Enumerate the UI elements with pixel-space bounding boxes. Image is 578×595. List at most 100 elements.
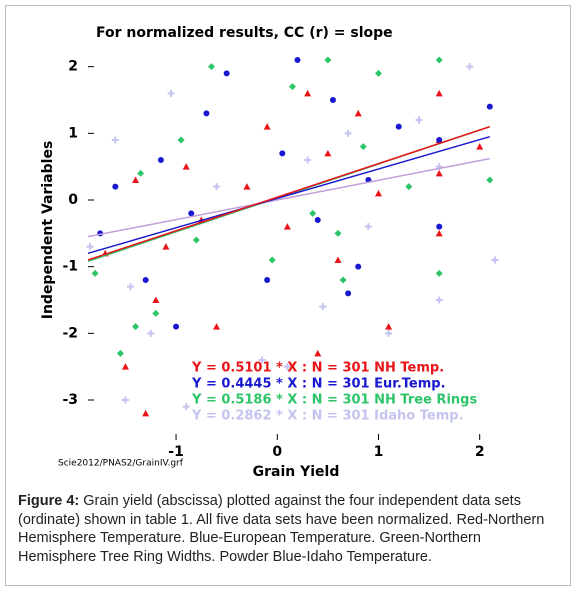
point (203, 110, 210, 117)
point (344, 129, 352, 137)
y-tick-label: 0 (68, 192, 78, 208)
point (86, 243, 94, 251)
caption: Figure 4: Grain yield (abscissa) plotted… (18, 492, 558, 566)
point (374, 189, 382, 197)
annotation: Y = 0.5186 * X : N = 301 NH Tree Rings (191, 393, 477, 408)
point (137, 169, 145, 177)
figure-frame (5, 5, 571, 586)
point (395, 123, 402, 130)
point (157, 157, 164, 163)
point (283, 223, 291, 230)
point (334, 256, 342, 263)
point (319, 303, 327, 311)
y-tick-label: -2 (62, 325, 78, 341)
x-tick-label: 1 (374, 444, 384, 460)
point (435, 229, 443, 237)
point (243, 183, 251, 190)
point (177, 136, 185, 144)
point (435, 89, 443, 97)
annotation: Y = 0.4445 * X : N = 301 Eur.Temp. (191, 377, 446, 392)
point (188, 210, 195, 217)
point (374, 69, 382, 77)
point (486, 103, 493, 110)
chart-title: For normalized results, CC (r) = slope (96, 25, 393, 41)
point (283, 363, 291, 371)
point (476, 143, 484, 150)
source-note: Scie2012/PNAS2/GrainIV.grf (58, 459, 184, 469)
point (173, 323, 180, 330)
point (466, 63, 474, 71)
fit-line (87, 135, 491, 255)
point (304, 89, 312, 97)
caption-text: Grain yield (abscissa) plotted against t… (18, 493, 545, 565)
point (152, 296, 160, 303)
point (334, 229, 342, 237)
point (121, 363, 129, 370)
point (142, 409, 150, 417)
point (142, 277, 149, 283)
point (111, 136, 119, 144)
point (339, 276, 347, 284)
point (486, 176, 494, 184)
point (213, 183, 221, 191)
point (364, 223, 372, 231)
point (436, 223, 443, 230)
annotation: Y = 0.5101 * X : N = 301 NH Temp. (191, 361, 444, 376)
point (207, 63, 215, 71)
point (264, 277, 271, 283)
point (324, 149, 332, 157)
point (435, 56, 443, 64)
point (309, 209, 317, 217)
point (167, 89, 175, 97)
y-axis-label: Independent Variables (40, 141, 56, 320)
y-tick-label: -3 (62, 392, 78, 408)
fit-line (87, 125, 491, 261)
point (152, 309, 160, 317)
point (355, 263, 362, 270)
point (304, 156, 312, 164)
x-tick-label: 0 (272, 444, 282, 460)
annotation: Y = 0.2862 * X : N = 301 Idaho Temp. (191, 409, 464, 424)
point (314, 217, 321, 223)
point (182, 163, 190, 170)
point (192, 236, 200, 244)
point (491, 256, 499, 264)
point (132, 323, 140, 331)
point (127, 283, 135, 291)
point (359, 143, 367, 151)
y-tick-label: 2 (68, 59, 78, 75)
point (294, 57, 301, 63)
point (435, 296, 443, 304)
point (223, 70, 230, 77)
point (288, 83, 296, 91)
point (162, 243, 170, 250)
point (182, 403, 190, 411)
point (112, 183, 119, 190)
point (314, 349, 322, 357)
point (345, 290, 352, 297)
point (121, 396, 129, 404)
point (132, 176, 140, 183)
point (435, 269, 443, 277)
point (329, 97, 336, 103)
point (385, 323, 393, 330)
point (213, 323, 221, 330)
x-tick-label: 2 (475, 444, 485, 460)
point (405, 183, 413, 191)
y-tick-label: -1 (62, 259, 78, 275)
point (385, 329, 393, 337)
point (268, 256, 276, 264)
point (258, 356, 266, 364)
point (263, 123, 271, 130)
x-axis-label: Grain Yield (253, 464, 340, 480)
point (415, 116, 423, 124)
y-tick-label: 1 (68, 125, 78, 141)
point (435, 169, 443, 177)
point (324, 56, 332, 64)
point (147, 329, 155, 337)
fit-line (87, 157, 490, 238)
point (91, 269, 99, 277)
point (116, 349, 124, 357)
caption-label: Figure 4: (18, 493, 80, 509)
